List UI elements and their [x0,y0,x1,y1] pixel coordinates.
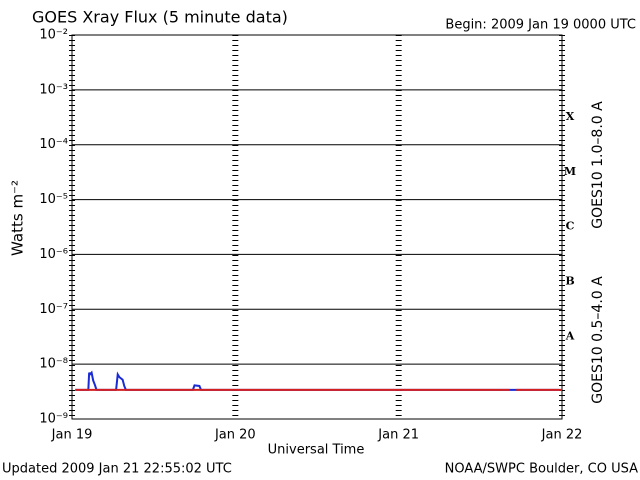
class-label: C [566,220,575,233]
legend-entry: GOES10 0.5–4.0 A [590,276,606,404]
y-tick-label: 10⁻⁶ [39,247,68,262]
legend-entry: GOES10 1.0–8.0 A [590,101,606,229]
class-label: B [565,275,574,288]
y-tick-label: 10⁻⁷ [39,302,68,317]
y-tick-label: 10⁻⁴ [39,137,68,152]
x-axis-label: Universal Time [268,443,365,458]
y-tick-label: 10⁻⁸ [39,357,68,372]
data-line [75,370,559,391]
y-tick-label: 10⁻³ [39,82,68,97]
chart-subtitle: Begin: 2009 Jan 19 0000 UTC [445,18,636,33]
x-tick-label: Jan 22 [541,428,583,443]
class-label: M [564,165,576,178]
footer-left: Updated 2009 Jan 21 22:55:02 UTC [2,462,232,477]
y-tick-label: 10⁻⁵ [39,192,68,207]
y-axis-label: Watts m⁻² [9,180,27,256]
class-label: X [566,110,575,123]
y-tick-label: 10⁻² [39,28,68,43]
class-label: A [565,329,575,342]
x-tick-label: Jan 21 [377,428,419,443]
y-tick-label: 10⁻⁹ [39,412,68,427]
plot-frame [71,34,563,420]
x-tick-label: Jan 19 [51,428,93,443]
footer-right: NOAA/SWPC Boulder, CO USA [445,462,638,477]
x-tick-label: Jan 20 [214,428,256,443]
chart-title: GOES Xray Flux (5 minute data) [32,8,288,27]
